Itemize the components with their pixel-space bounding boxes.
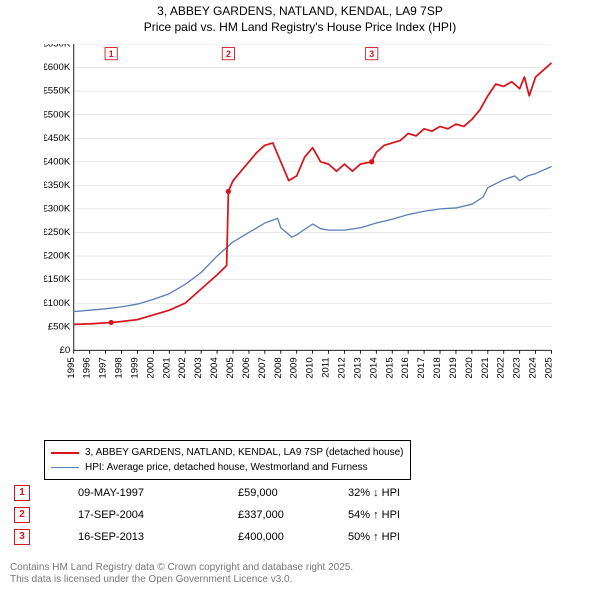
svg-text:2017: 2017: [416, 357, 427, 378]
svg-text:£50K: £50K: [48, 321, 71, 332]
sale-date: 16-SEP-2013: [78, 531, 238, 543]
svg-text:£250K: £250K: [44, 227, 71, 238]
footer-line-2: This data is licensed under the Open Gov…: [10, 574, 353, 586]
line-chart: £0 £50K £100K £150K £200K £250K £300K £350K £400…: [44, 44, 590, 394]
sale-row: 2 17-SEP-2004£337,00054% ↑ HPI: [14, 504, 400, 526]
sale-delta: 50% ↑ HPI: [348, 531, 400, 543]
svg-text:£300K: £300K: [44, 204, 71, 215]
sales-table: 1 09-MAY-1997£59,00032% ↓ HPI 2 17-SEP-2004…: [14, 482, 400, 548]
footer-attribution: Contains HM Land Registry data © Crown c…: [10, 562, 353, 586]
svg-text:2012: 2012: [336, 357, 347, 378]
sale-marker-box: 2: [14, 507, 30, 523]
sale-delta: 54% ↑ HPI: [348, 509, 400, 521]
svg-text:2011: 2011: [321, 357, 332, 378]
svg-text:2002: 2002: [177, 357, 188, 378]
svg-text:2006: 2006: [241, 357, 252, 378]
sale-row: 3 16-SEP-2013£400,00050% ↑ HPI: [14, 526, 400, 548]
sale-marker-box: 3: [14, 529, 30, 545]
sale-price: £400,000: [238, 531, 348, 543]
svg-text:2014: 2014: [368, 357, 379, 379]
svg-text:2016: 2016: [400, 357, 411, 378]
svg-text:£650K: £650K: [44, 44, 71, 50]
svg-text:3: 3: [369, 49, 374, 59]
svg-text:2001: 2001: [161, 357, 172, 378]
svg-text:£150K: £150K: [44, 274, 71, 285]
svg-text:2022: 2022: [496, 357, 507, 378]
sale-delta: 32% ↓ HPI: [348, 487, 400, 499]
svg-text:2020: 2020: [464, 357, 475, 378]
legend-label: HPI: Average price, detached house, West…: [85, 460, 368, 475]
svg-text:1995: 1995: [66, 357, 77, 378]
legend-row: 3, ABBEY GARDENS, NATLAND, KENDAL, LA9 7…: [51, 445, 404, 460]
svg-text:£500K: £500K: [44, 109, 71, 120]
legend: 3, ABBEY GARDENS, NATLAND, KENDAL, LA9 7…: [44, 440, 411, 480]
svg-text:£400K: £400K: [44, 156, 71, 167]
svg-text:2004: 2004: [209, 357, 220, 379]
legend-swatch: [51, 452, 79, 454]
svg-text:2010: 2010: [305, 357, 316, 378]
sale-price: £59,000: [238, 487, 348, 499]
svg-text:2005: 2005: [225, 357, 236, 378]
sale-row: 1 09-MAY-1997£59,00032% ↓ HPI: [14, 482, 400, 504]
svg-text:1997: 1997: [98, 357, 109, 378]
sale-date: 09-MAY-1997: [78, 487, 238, 499]
chart-area: £0 £50K £100K £150K £200K £250K £300K £350K £400…: [44, 44, 590, 394]
svg-text:1999: 1999: [129, 357, 140, 378]
svg-text:2003: 2003: [193, 357, 204, 378]
svg-text:2021: 2021: [480, 357, 491, 378]
svg-text:2000: 2000: [145, 357, 156, 378]
legend-swatch: [51, 467, 79, 468]
title-line-1: 3, ABBEY GARDENS, NATLAND, KENDAL, LA9 7…: [0, 4, 600, 20]
sale-date: 17-SEP-2004: [78, 509, 238, 521]
svg-text:£600K: £600K: [44, 62, 71, 73]
svg-text:1998: 1998: [114, 357, 125, 378]
svg-text:2013: 2013: [352, 357, 363, 378]
svg-text:2009: 2009: [289, 357, 300, 378]
svg-text:2: 2: [226, 49, 231, 59]
svg-text:2019: 2019: [448, 357, 459, 378]
chart-container: 3, ABBEY GARDENS, NATLAND, KENDAL, LA9 7…: [0, 0, 600, 590]
footer-line-1: Contains HM Land Registry data © Crown c…: [10, 562, 353, 574]
sale-marker-box: 1: [14, 485, 30, 501]
svg-text:£450K: £450K: [44, 133, 71, 144]
svg-text:2025: 2025: [544, 357, 555, 378]
sale-price: £337,000: [238, 509, 348, 521]
svg-text:£350K: £350K: [44, 180, 71, 191]
legend-row: HPI: Average price, detached house, West…: [51, 460, 404, 475]
legend-label: 3, ABBEY GARDENS, NATLAND, KENDAL, LA9 7…: [85, 445, 404, 460]
svg-text:£0: £0: [60, 345, 71, 356]
svg-text:1: 1: [109, 49, 114, 59]
chart-title: 3, ABBEY GARDENS, NATLAND, KENDAL, LA9 7…: [0, 0, 600, 35]
svg-text:2007: 2007: [257, 357, 268, 378]
svg-text:£550K: £550K: [44, 86, 71, 97]
svg-text:£200K: £200K: [44, 251, 71, 262]
svg-text:2018: 2018: [432, 357, 443, 378]
svg-text:2023: 2023: [512, 357, 523, 378]
svg-text:2015: 2015: [384, 357, 395, 378]
svg-text:£100K: £100K: [44, 298, 71, 309]
svg-text:2024: 2024: [528, 357, 539, 379]
svg-text:1996: 1996: [82, 357, 93, 378]
title-line-2: Price paid vs. HM Land Registry's House …: [0, 20, 600, 36]
svg-text:2008: 2008: [273, 357, 284, 378]
